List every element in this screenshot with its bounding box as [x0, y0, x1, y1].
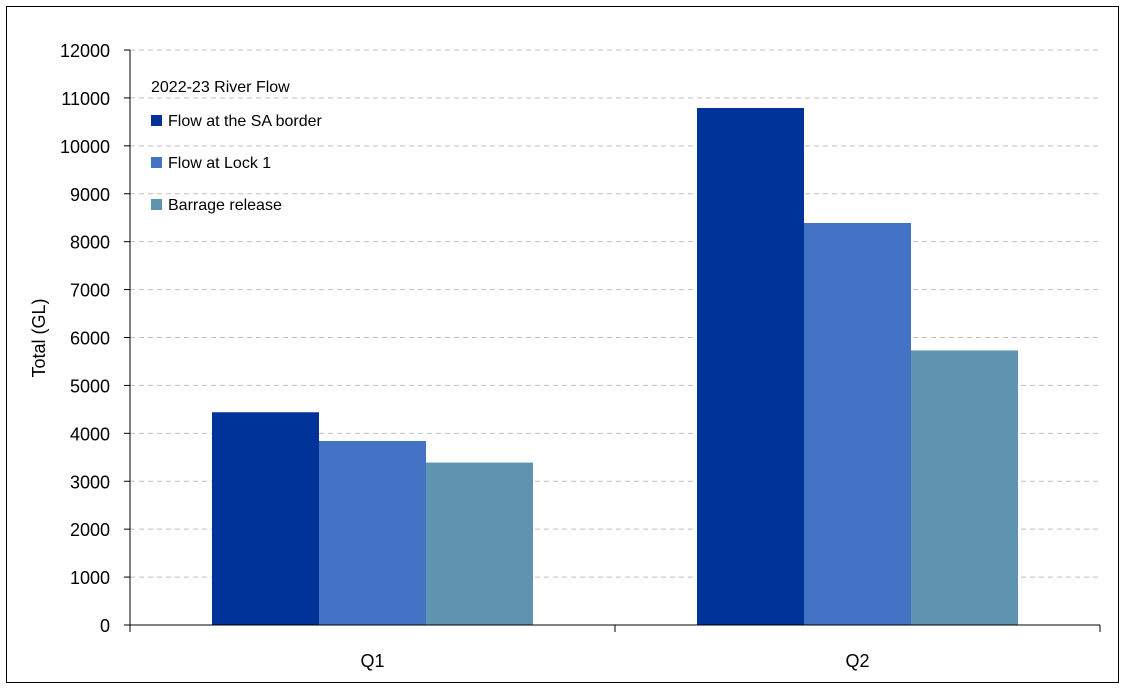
y-tick-label: 5000: [70, 376, 110, 396]
bar: [212, 412, 319, 625]
bar: [697, 107, 804, 625]
y-tick-label: 6000: [70, 329, 110, 349]
legend-swatch: [151, 157, 162, 168]
bar: [426, 462, 533, 625]
y-axis-label: Total (GL): [29, 298, 49, 377]
y-tick-label: 11000: [61, 89, 110, 109]
legend-label: Barrage release: [168, 197, 282, 214]
bar: [911, 350, 1018, 625]
y-tick-label: 7000: [70, 281, 110, 301]
y-tick-label: 1000: [70, 568, 110, 588]
legend-title: 2022-23 River Flow: [151, 79, 290, 96]
bar: [804, 222, 911, 625]
x-tick-labels: Q1 Q2: [360, 651, 869, 671]
axes: [124, 49, 1101, 632]
y-tick-label: 10000: [60, 137, 110, 157]
x-tick-label: Q2: [845, 651, 869, 671]
y-tick-label: 3000: [70, 472, 110, 492]
legend-label: Flow at Lock 1: [168, 155, 271, 172]
y-tick-label: 8000: [70, 233, 110, 253]
y-tick-label: 2000: [70, 520, 110, 540]
bar: [319, 441, 426, 625]
x-tick-label: Q1: [360, 651, 384, 671]
bars: [212, 107, 1018, 625]
legend-label: Flow at the SA border: [168, 113, 323, 130]
legend: 2022-23 River Flow Flow at the SA border…: [151, 79, 323, 214]
legend-swatch: [151, 199, 162, 210]
legend-swatch: [151, 115, 162, 126]
y-tick-label: 12000: [60, 41, 110, 61]
y-tick-labels: 0 1000 2000 3000 4000 5000 6000 7000 8000 9000 100…: [60, 41, 110, 636]
y-tick-label: 9000: [70, 185, 110, 205]
y-tick-label: 4000: [70, 424, 110, 444]
y-tick-label: 0: [100, 616, 110, 636]
